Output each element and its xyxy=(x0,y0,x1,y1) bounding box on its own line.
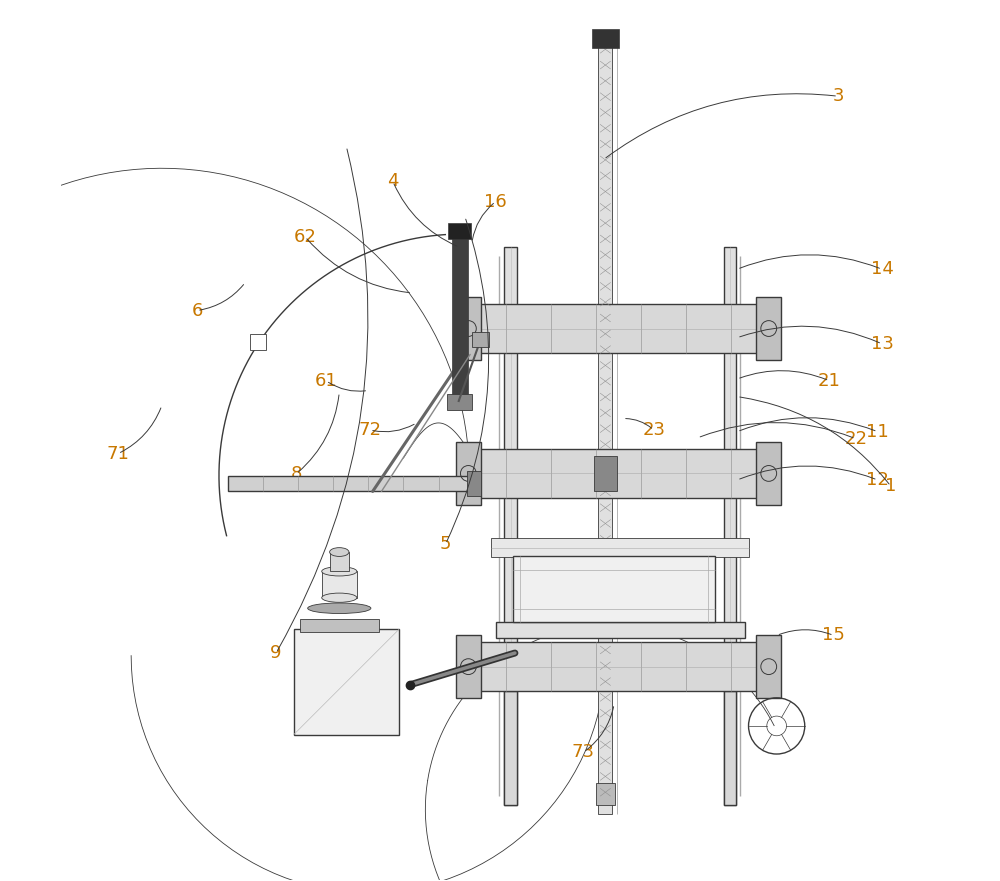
Text: 12: 12 xyxy=(866,471,889,489)
Bar xyxy=(724,691,736,805)
Ellipse shape xyxy=(330,548,349,557)
Bar xyxy=(504,691,517,805)
Bar xyxy=(467,471,481,496)
Text: 1: 1 xyxy=(885,478,896,495)
Text: 15: 15 xyxy=(822,626,845,645)
Bar xyxy=(447,394,472,410)
Text: 23: 23 xyxy=(642,421,665,439)
Text: 16: 16 xyxy=(484,193,507,211)
Text: 9: 9 xyxy=(270,644,282,662)
Text: 4: 4 xyxy=(387,173,399,190)
Text: 11: 11 xyxy=(866,423,889,440)
Text: 72: 72 xyxy=(359,421,382,439)
Text: 6: 6 xyxy=(191,301,203,320)
Bar xyxy=(250,334,266,350)
Bar xyxy=(322,572,357,597)
Bar xyxy=(460,642,777,691)
Bar xyxy=(592,28,619,48)
Text: 22: 22 xyxy=(844,430,867,448)
Bar xyxy=(491,538,749,558)
Bar xyxy=(596,783,615,805)
Bar xyxy=(294,629,399,735)
Bar xyxy=(513,557,715,622)
Bar xyxy=(472,332,489,346)
Text: 73: 73 xyxy=(572,744,595,761)
Bar xyxy=(300,618,379,632)
Ellipse shape xyxy=(322,593,357,603)
Bar xyxy=(756,635,781,698)
Bar xyxy=(594,455,617,491)
Text: 13: 13 xyxy=(871,335,893,353)
Text: 5: 5 xyxy=(440,535,451,553)
Bar xyxy=(460,304,777,352)
Text: 14: 14 xyxy=(871,260,893,278)
Text: 21: 21 xyxy=(818,372,841,389)
Bar xyxy=(330,552,349,572)
Text: 71: 71 xyxy=(107,445,129,463)
Bar xyxy=(452,230,468,401)
Bar xyxy=(496,622,745,638)
Bar xyxy=(756,442,781,505)
Bar xyxy=(228,476,474,492)
Text: 61: 61 xyxy=(315,372,337,389)
Bar xyxy=(448,223,471,239)
Ellipse shape xyxy=(308,603,371,613)
Text: 3: 3 xyxy=(832,87,844,105)
Bar xyxy=(456,442,481,505)
Bar xyxy=(504,248,517,805)
Text: 8: 8 xyxy=(291,465,302,483)
Bar xyxy=(460,449,777,498)
Bar xyxy=(456,298,481,359)
Bar xyxy=(598,41,612,814)
Bar xyxy=(456,635,481,698)
Bar xyxy=(724,248,736,805)
Bar xyxy=(756,298,781,359)
Ellipse shape xyxy=(322,566,357,576)
Text: 62: 62 xyxy=(294,228,316,246)
